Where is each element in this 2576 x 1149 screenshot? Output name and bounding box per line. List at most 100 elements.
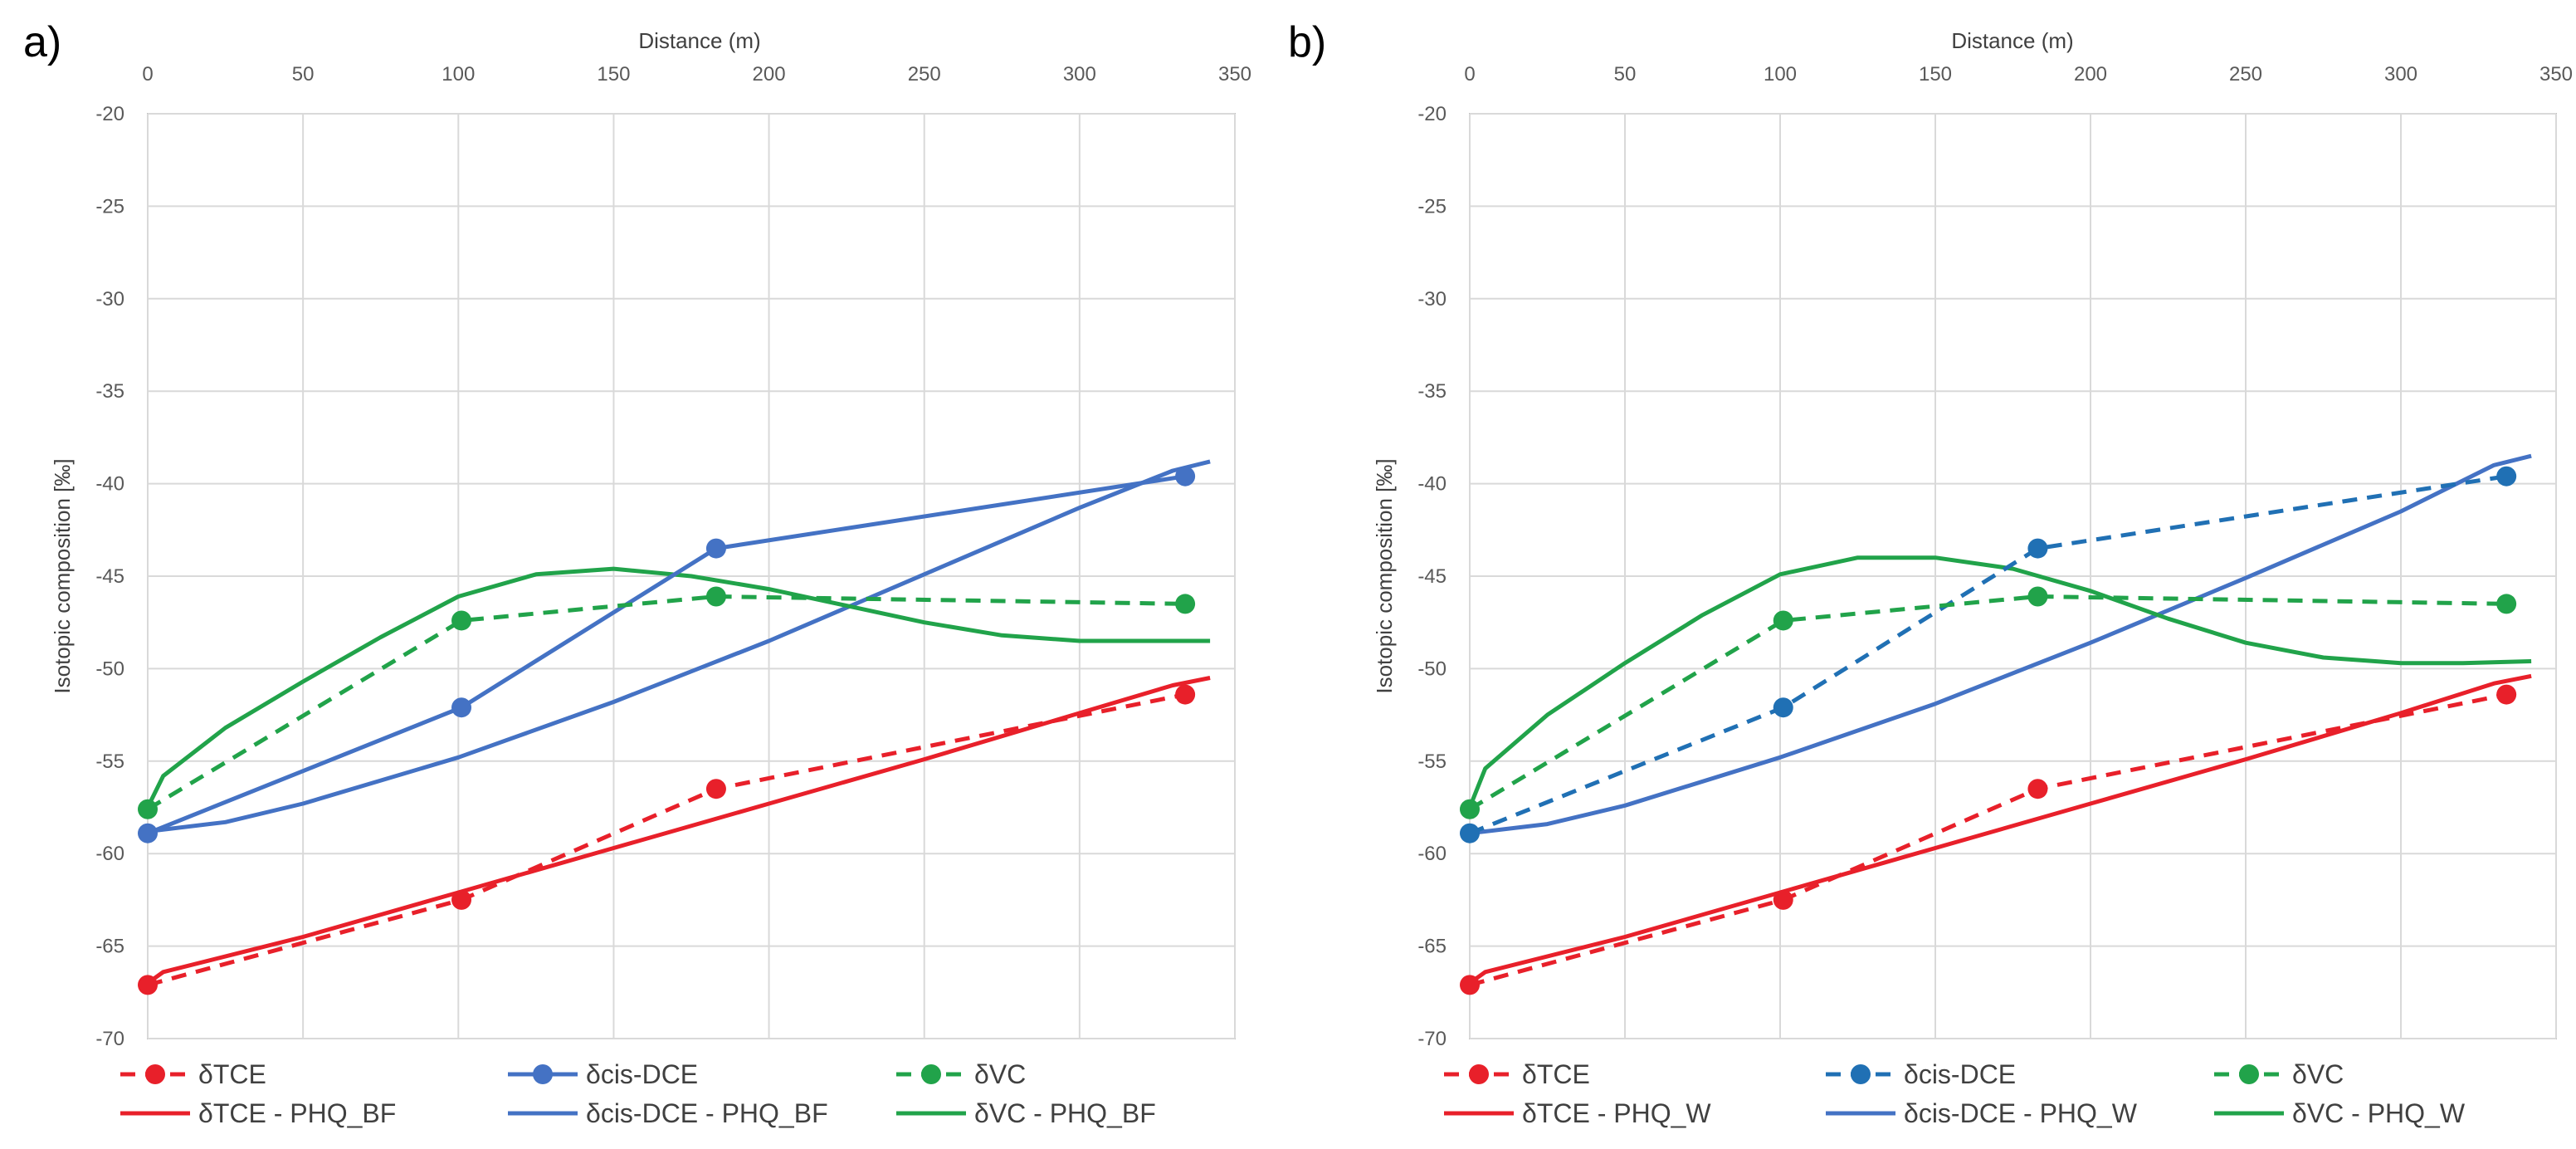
panel-b: b) 0 50 100 150 200 250 300 350 -20 -25 -30 -35 -40 -4… bbox=[1288, 18, 2573, 1128]
y-tick-label: -30 bbox=[95, 288, 124, 310]
data-point bbox=[1175, 684, 1196, 705]
x-tick-label: 250 bbox=[2229, 63, 2262, 86]
y-tick-label: -50 bbox=[1417, 658, 1447, 680]
panel-label: b) bbox=[1288, 18, 1326, 66]
data-point bbox=[1773, 889, 1793, 910]
y-tick-label: -40 bbox=[95, 473, 124, 496]
x-tick-label: 250 bbox=[908, 63, 941, 86]
data-point bbox=[138, 823, 158, 843]
x-tick-label: 300 bbox=[2384, 63, 2417, 86]
legend-label: δVC bbox=[2292, 1059, 2344, 1089]
y-tick-label: -40 bbox=[1417, 473, 1447, 496]
legend-marker bbox=[921, 1064, 941, 1084]
legend-label: δVC bbox=[974, 1059, 1026, 1089]
legend-label: δTCE bbox=[198, 1059, 266, 1089]
x-tick-label: 50 bbox=[292, 63, 315, 86]
data-point bbox=[451, 889, 472, 910]
x-tick-label: 200 bbox=[753, 63, 786, 86]
series-line-0-3 bbox=[146, 676, 1211, 985]
y-tick-label: -25 bbox=[1417, 195, 1447, 218]
x-tick-label: 0 bbox=[142, 63, 153, 86]
x-tick-label: 100 bbox=[1764, 63, 1797, 86]
x-tick-label: 0 bbox=[1464, 63, 1475, 86]
data-point bbox=[705, 779, 726, 799]
legend-label: δTCE - PHQ_BF bbox=[198, 1098, 396, 1128]
x-tick-label: 350 bbox=[2539, 63, 2573, 86]
data-point bbox=[1460, 975, 1480, 995]
series-line-1-1 bbox=[1469, 474, 2507, 836]
series-line-1-4 bbox=[1469, 453, 2532, 836]
y-tick-label: -25 bbox=[95, 195, 124, 218]
series-line-0-4 bbox=[147, 459, 1211, 834]
x-tick-label: 150 bbox=[597, 63, 630, 86]
y-tick-label: -20 bbox=[1417, 103, 1447, 125]
y-tick-label: -35 bbox=[95, 380, 124, 403]
legend-label: δcis-DCE - PHQ_W bbox=[1904, 1098, 2138, 1128]
y-tick-label: -60 bbox=[1417, 843, 1447, 865]
y-tick-label: -45 bbox=[1417, 565, 1447, 588]
data-point bbox=[2027, 586, 2048, 607]
data-point bbox=[1460, 823, 1480, 843]
y-tick-label: -45 bbox=[95, 565, 124, 588]
y-tick-label: -30 bbox=[1417, 288, 1447, 310]
legend-marker bbox=[1851, 1064, 1871, 1084]
data-point bbox=[2496, 466, 2517, 486]
y-tick-label: -65 bbox=[95, 936, 124, 958]
series-line-0-0 bbox=[147, 692, 1186, 987]
data-point bbox=[1460, 799, 1480, 819]
series-line-1-3 bbox=[1468, 673, 2532, 985]
series-line-0-5 bbox=[145, 566, 1211, 809]
data-point bbox=[1773, 697, 1793, 718]
legend-label: δVC - PHQ_BF bbox=[974, 1098, 1156, 1128]
x-tick-label: 200 bbox=[2074, 63, 2107, 86]
y-tick-label: -70 bbox=[95, 1028, 124, 1050]
y-tick-label: -60 bbox=[95, 843, 124, 865]
legend-label: δcis-DCE bbox=[586, 1059, 698, 1089]
data-point bbox=[2027, 779, 2048, 799]
data-point bbox=[138, 975, 158, 995]
legend-label: δVC - PHQ_W bbox=[2292, 1098, 2466, 1128]
legend-marker bbox=[1469, 1064, 1489, 1084]
x-tick-label: 50 bbox=[1614, 63, 1637, 86]
series-line-0-1 bbox=[147, 474, 1186, 836]
x-tick-label: 100 bbox=[442, 63, 475, 86]
data-point bbox=[1175, 594, 1196, 614]
series-line-1-2 bbox=[1468, 594, 2507, 811]
legend-label: δTCE - PHQ_W bbox=[1522, 1098, 1711, 1128]
y-axis-title: Isotopic composition [‰] bbox=[1372, 458, 1397, 693]
legend-label: δcis-DCE bbox=[1904, 1059, 2016, 1089]
y-tick-label: -50 bbox=[95, 658, 124, 680]
y-axis-title: Isotopic composition [‰] bbox=[50, 458, 75, 693]
data-point bbox=[451, 610, 472, 631]
series-line-0-2 bbox=[146, 594, 1186, 811]
data-point bbox=[1773, 610, 1793, 631]
data-point bbox=[2496, 684, 2517, 705]
data-point bbox=[1175, 466, 1196, 486]
legend-label: δcis-DCE - PHQ_BF bbox=[586, 1098, 828, 1128]
y-tick-label: -65 bbox=[1417, 936, 1447, 958]
data-point bbox=[2027, 538, 2048, 559]
series-line-1-5 bbox=[1467, 555, 2532, 809]
y-tick-label: -20 bbox=[95, 103, 124, 125]
y-tick-label: -35 bbox=[1417, 380, 1447, 403]
y-tick-label: -55 bbox=[95, 751, 124, 773]
data-point bbox=[705, 586, 726, 607]
panel-a: a) 0 50 100 150 200 250 300 350 -20 -25 -30 -35 -40 -4… bbox=[23, 18, 1251, 1128]
data-point bbox=[451, 697, 472, 718]
x-tick-label: 300 bbox=[1063, 63, 1096, 86]
legend-marker bbox=[145, 1064, 165, 1084]
series-line-1-0 bbox=[1469, 692, 2507, 987]
data-point bbox=[2496, 594, 2517, 614]
x-axis-title: Distance (m) bbox=[638, 28, 760, 53]
x-tick-label: 150 bbox=[1919, 63, 1952, 86]
x-tick-label: 350 bbox=[1218, 63, 1251, 86]
legend-label: δTCE bbox=[1522, 1059, 1590, 1089]
x-axis-title: Distance (m) bbox=[1951, 28, 2073, 53]
data-point bbox=[705, 538, 726, 559]
legend-marker bbox=[2239, 1064, 2259, 1084]
legend-marker bbox=[533, 1064, 553, 1084]
panel-label: a) bbox=[23, 18, 61, 66]
y-tick-label: -55 bbox=[1417, 751, 1447, 773]
